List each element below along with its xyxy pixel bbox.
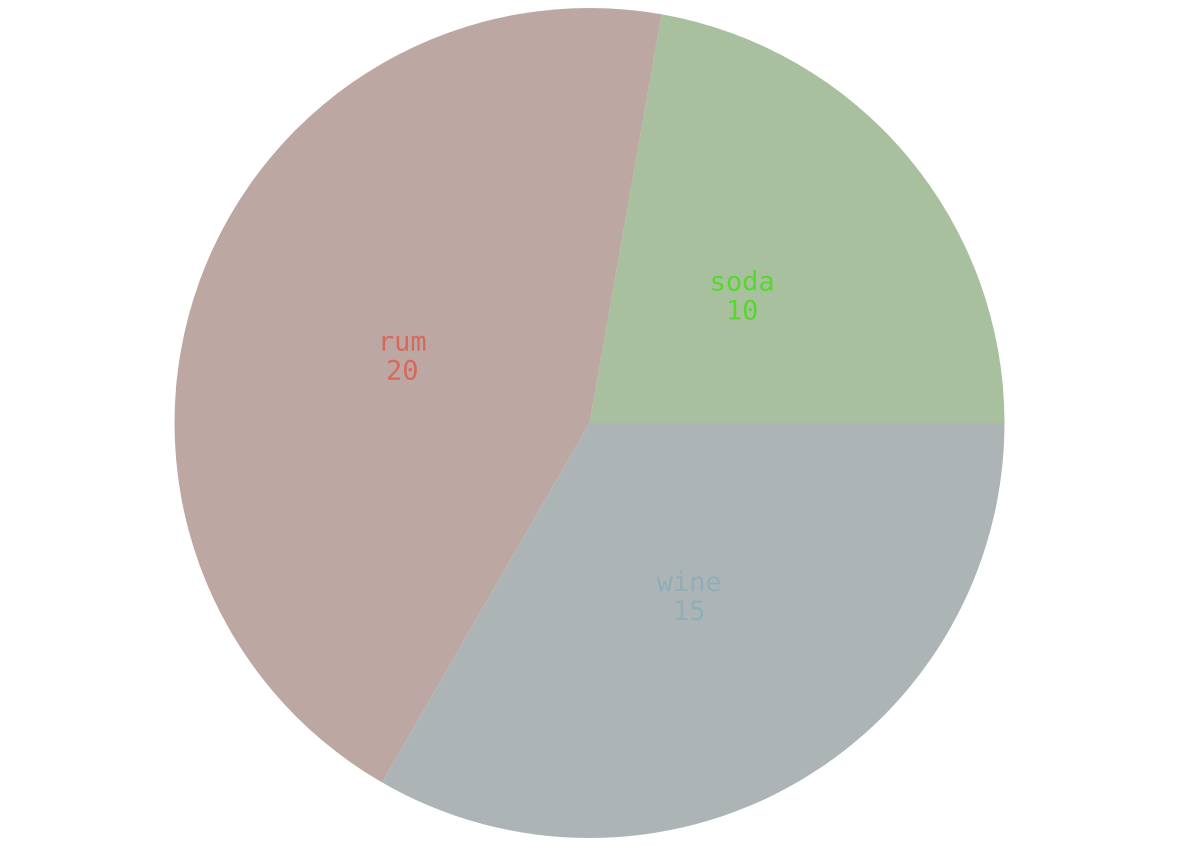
- pie-slice-wine: [382, 423, 1005, 838]
- pie-slice-rum: [174, 7, 662, 783]
- pie-slice-label-rum: rum: [378, 326, 427, 357]
- pie-slice-label-wine: wine: [657, 567, 722, 598]
- pie-slice-value-soda: 10: [726, 295, 759, 326]
- pie-slices: [174, 7, 1005, 838]
- pie-slice-label-soda: soda: [710, 266, 775, 297]
- pie-slice-soda: [589, 14, 1005, 424]
- pie-slice-value-wine: 15: [673, 596, 706, 627]
- pie-slice-value-rum: 20: [386, 355, 419, 386]
